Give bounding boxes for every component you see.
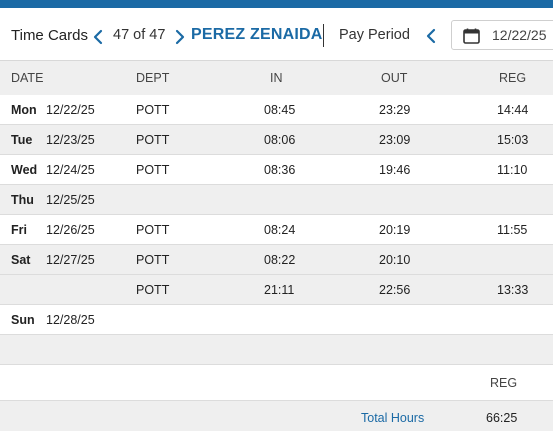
row-out: 22:56	[379, 283, 411, 297]
row-out: 20:19	[379, 223, 411, 237]
row-in: 08:45	[264, 103, 296, 117]
column-header-in[interactable]: IN	[270, 71, 283, 85]
page-title: Time Cards	[11, 27, 88, 44]
row-date: 12/27/25	[46, 253, 95, 267]
row-in: 08:06	[264, 133, 296, 147]
timecard-header: Time Cards 47 of 47 PEREZ ZENAIDA Pay Pe…	[0, 8, 553, 61]
row-reg: 13:33	[497, 283, 529, 297]
row-out: 23:29	[379, 103, 411, 117]
total-hours-value: 66:25	[486, 411, 518, 425]
record-counter: 47 of 47	[113, 27, 166, 43]
empty-row	[0, 335, 553, 365]
timecard-table-body: Mon 12/22/25 POTT 08:45 23:29 14:44 Tue …	[0, 95, 553, 335]
total-hours-row: Total Hours 66:25	[0, 401, 553, 431]
row-date: 12/24/25	[46, 163, 95, 177]
pay-period-date-picker[interactable]: 12/22/25	[451, 20, 553, 50]
row-reg: 14:44	[497, 103, 529, 117]
row-day: Sun	[11, 313, 35, 327]
table-row[interactable]: POTT 21:11 22:56 13:33	[0, 275, 553, 305]
column-header-date[interactable]: DATE	[11, 71, 44, 85]
table-row[interactable]: Mon 12/22/25 POTT 08:45 23:29 14:44	[0, 95, 553, 125]
pay-period-date-value: 12/22/25	[492, 27, 547, 43]
table-row[interactable]: Thu 12/25/25	[0, 185, 553, 215]
row-dept: POTT	[136, 133, 170, 147]
row-reg: 11:10	[497, 163, 528, 177]
table-row[interactable]: Tue 12/23/25 POTT 08:06 23:09 15:03	[0, 125, 553, 155]
top-accent-bar	[0, 0, 553, 8]
row-in: 21:11	[264, 283, 295, 297]
column-header-out[interactable]: OUT	[381, 71, 408, 85]
row-out: 23:09	[379, 133, 411, 147]
row-out: 19:46	[379, 163, 411, 177]
row-dept: POTT	[136, 163, 170, 177]
row-in: 08:22	[264, 253, 296, 267]
row-dept: POTT	[136, 223, 170, 237]
row-date: 12/22/25	[46, 103, 95, 117]
pay-period-prev-icon[interactable]	[425, 28, 437, 46]
total-hours-label[interactable]: Total Hours	[361, 411, 425, 425]
column-header-dept[interactable]: DEPT	[136, 71, 170, 85]
column-header-reg[interactable]: REG	[499, 71, 527, 85]
header-divider	[323, 24, 324, 47]
row-day: Mon	[11, 103, 37, 117]
row-day: Wed	[11, 163, 38, 177]
chevron-right-icon[interactable]	[174, 29, 186, 47]
summary-column-reg: REG	[490, 376, 518, 390]
row-day: Tue	[11, 133, 33, 147]
row-out: 20:10	[379, 253, 411, 267]
table-column-headers: DATE DEPT IN OUT REG	[0, 61, 553, 95]
pay-period-label: Pay Period	[339, 27, 410, 43]
row-dept: POTT	[136, 103, 170, 117]
row-day: Fri	[11, 223, 27, 237]
row-reg: 11:55	[497, 223, 528, 237]
row-date: 12/23/25	[46, 133, 95, 147]
row-dept: POTT	[136, 253, 170, 267]
row-day: Thu	[11, 193, 34, 207]
table-row[interactable]: Sun 12/28/25	[0, 305, 553, 335]
summary-header: REG	[0, 365, 553, 401]
table-row[interactable]: Sat 12/27/25 POTT 08:22 20:10	[0, 245, 553, 275]
row-in: 08:36	[264, 163, 296, 177]
table-row[interactable]: Wed 12/24/25 POTT 08:36 19:46 11:10	[0, 155, 553, 185]
row-date: 12/26/25	[46, 223, 95, 237]
chevron-left-icon[interactable]	[92, 29, 104, 47]
calendar-icon	[463, 28, 480, 44]
table-row[interactable]: Fri 12/26/25 POTT 08:24 20:19 11:55	[0, 215, 553, 245]
row-day: Sat	[11, 253, 31, 267]
row-date: 12/25/25	[46, 193, 95, 207]
employee-name[interactable]: PEREZ ZENAIDA	[191, 26, 323, 43]
row-date: 12/28/25	[46, 313, 95, 327]
row-dept: POTT	[136, 283, 170, 297]
row-reg: 15:03	[497, 133, 529, 147]
row-in: 08:24	[264, 223, 296, 237]
